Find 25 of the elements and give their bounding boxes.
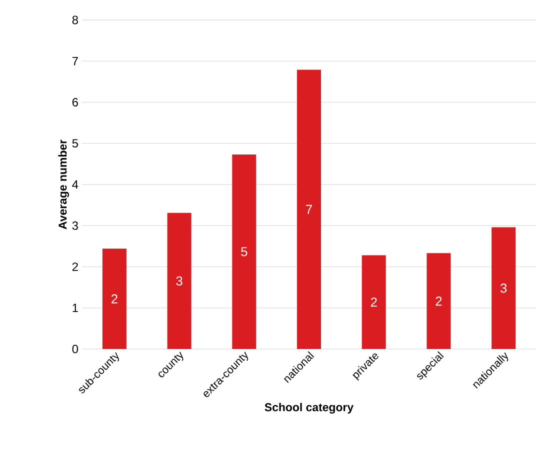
data-label: 3 (500, 284, 507, 293)
bar (492, 227, 516, 349)
y-tick-label: 3 (72, 221, 78, 230)
bar (102, 248, 126, 349)
data-label: 7 (306, 204, 312, 214)
bar (362, 255, 386, 349)
y-tick-label: 7 (72, 57, 78, 66)
y-tick-label: 0 (72, 344, 78, 354)
bar (297, 70, 322, 349)
bar (426, 253, 451, 349)
data-label: 2 (111, 294, 118, 304)
data-label: 2 (370, 298, 377, 307)
x-axis-title: School category (264, 402, 354, 414)
y-tick-label: 2 (72, 262, 78, 271)
data-label: 2 (436, 296, 442, 306)
bar (232, 154, 256, 349)
bar (167, 212, 192, 349)
y-tick-label: 1 (72, 304, 78, 312)
data-label: 3 (176, 276, 182, 286)
y-tick-label: 6 (72, 98, 78, 106)
y-axis-title: Average number (58, 140, 69, 230)
y-tick-label: 5 (72, 139, 78, 148)
data-label: 5 (241, 247, 248, 256)
y-tick-label: 8 (72, 16, 78, 24)
y-tick-label: 4 (72, 180, 78, 189)
